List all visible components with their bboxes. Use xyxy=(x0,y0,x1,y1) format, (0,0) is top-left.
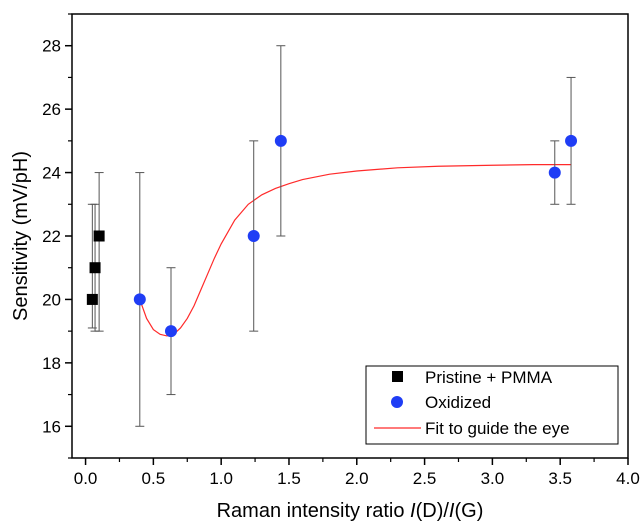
x-tick-label: 1.5 xyxy=(277,469,301,488)
x-tick-label: 2.0 xyxy=(345,469,369,488)
legend: Pristine + PMMA Oxidized Fit to guide th… xyxy=(365,365,619,445)
y-tick-label: 20 xyxy=(42,290,61,309)
y-tick-label: 18 xyxy=(42,354,61,373)
y-tick-label: 22 xyxy=(42,227,61,246)
legend-label-fit: Fit to guide the eye xyxy=(425,419,570,438)
y-tick-label: 28 xyxy=(42,37,61,56)
legend-box xyxy=(365,365,619,445)
x-tick-label: 1.0 xyxy=(209,469,233,488)
point-oxidized xyxy=(247,230,260,242)
point-pristine xyxy=(86,293,98,305)
point-pristine xyxy=(89,262,101,274)
x-tick-label: 0.5 xyxy=(142,469,166,488)
fit-curve xyxy=(139,164,572,337)
y-axis: 16 18 20 22 24 26 28 xyxy=(42,13,72,459)
data-points xyxy=(86,134,578,338)
point-oxidized xyxy=(548,166,561,179)
legend-marker-pristine xyxy=(392,371,403,382)
point-oxidized xyxy=(133,293,146,306)
point-oxidized xyxy=(565,134,578,147)
legend-label-oxidized: Oxidized xyxy=(425,393,491,412)
y-tick-label: 16 xyxy=(42,417,61,436)
point-oxidized xyxy=(274,134,287,147)
point-pristine xyxy=(93,230,105,242)
y-tick-label: 26 xyxy=(42,100,61,119)
x-axis-title: Raman intensity ratio I(D)/I(G) xyxy=(217,500,484,522)
x-tick-label: 2.5 xyxy=(413,469,437,488)
point-oxidized xyxy=(164,325,177,338)
legend-label-pristine: Pristine + PMMA xyxy=(425,368,553,387)
x-tick-label: 3.5 xyxy=(548,469,572,488)
fit-series xyxy=(139,164,572,337)
x-tick-label: 0.0 xyxy=(74,469,98,488)
y-axis-title: Sensitivity (mV/pH) xyxy=(10,151,32,321)
x-tick-label: 3.0 xyxy=(481,469,505,488)
x-axis: 0.0 0.5 1.0 1.5 2.0 2.5 3.0 3.5 4.0 xyxy=(74,458,640,488)
x-tick-label: 4.0 xyxy=(616,469,640,488)
legend-marker-oxidized xyxy=(391,396,403,408)
y-tick-label: 24 xyxy=(42,164,61,183)
